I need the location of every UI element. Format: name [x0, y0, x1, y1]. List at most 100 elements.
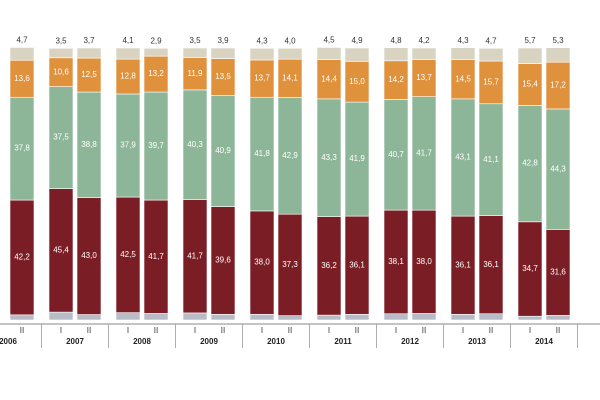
bar-segment [143, 91, 169, 201]
value-label: 45,4 [53, 245, 69, 254]
bar-segment [76, 197, 102, 315]
bar-segment [143, 47, 169, 57]
value-label: 42,2 [14, 253, 30, 262]
value-label: 4,5 [323, 36, 335, 45]
value-label: 13,2 [148, 69, 164, 78]
year-label: 2014 [535, 337, 553, 346]
bar-segment [383, 99, 409, 211]
bar-segment [411, 59, 437, 97]
bar-segment [249, 313, 275, 321]
x-tick-label: I [395, 326, 397, 335]
value-label: 43,0 [81, 251, 97, 260]
bar-segment [48, 47, 74, 59]
value-label: 41,7 [187, 251, 203, 260]
value-label: 41,7 [148, 252, 164, 261]
value-label: 38,0 [416, 257, 432, 266]
value-label: 15,4 [522, 80, 538, 89]
value-label: 4,7 [16, 36, 28, 45]
value-label: 42,5 [120, 250, 136, 259]
year-label: 2013 [468, 337, 486, 346]
bar-segment [517, 63, 543, 106]
value-label: 4,2 [418, 36, 430, 45]
bar-segment [143, 313, 169, 321]
bar-segment [76, 57, 102, 93]
x-tick-label: II [556, 326, 560, 335]
value-label: 4,7 [485, 36, 497, 45]
value-label: 17,2 [550, 81, 566, 90]
value-label: 15,0 [349, 77, 365, 86]
value-label: 13,5 [215, 72, 231, 81]
value-label: 10,6 [53, 67, 69, 76]
value-label: 44,3 [550, 164, 566, 173]
value-label: 41,1 [483, 155, 499, 164]
x-tick-label: II [489, 326, 493, 335]
value-label: 41,7 [416, 149, 432, 158]
bar-segment [182, 89, 208, 200]
bar-segment [182, 47, 208, 58]
value-label: 5,3 [552, 36, 564, 45]
bar-segment [115, 196, 141, 313]
bar-segment [210, 206, 236, 315]
bar-segment [517, 315, 543, 321]
value-label: 13,6 [14, 74, 30, 83]
x-tick-label: II [20, 326, 24, 335]
bar-segment [478, 313, 504, 321]
bar-segment [115, 58, 141, 95]
value-label: 3,5 [55, 36, 67, 45]
bar-segment [316, 314, 342, 321]
x-tick-label: I [328, 326, 330, 335]
bar-segment [182, 312, 208, 321]
bar-segment [450, 215, 476, 315]
value-label: 15,7 [483, 78, 499, 87]
bar-segment [115, 312, 141, 321]
value-label: 14,1 [282, 73, 298, 82]
bar-segment [450, 47, 476, 60]
bar-segment [210, 58, 236, 96]
value-label: 36,1 [483, 260, 499, 269]
value-label: 36,2 [321, 261, 337, 270]
value-label: 43,1 [455, 153, 471, 162]
value-label: 38,0 [254, 258, 270, 267]
value-label: 31,6 [550, 268, 566, 277]
bar-segment [316, 216, 342, 316]
bar-segment [182, 199, 208, 314]
value-label: 2,9 [150, 36, 162, 45]
bar-segment [48, 188, 74, 313]
bar-segment [478, 47, 504, 62]
bar-segment [316, 98, 342, 217]
bar-segment [478, 103, 504, 216]
x-tick-label: I [261, 326, 263, 335]
bar-segment [210, 313, 236, 321]
bar-segment [344, 47, 370, 62]
value-label: 14,4 [321, 74, 337, 83]
bar-segment [249, 210, 275, 315]
bar-segment [277, 58, 303, 98]
bar-segment [383, 209, 409, 315]
value-label: 3,9 [217, 36, 229, 45]
bar-segment [383, 47, 409, 62]
value-label: 36,1 [349, 260, 365, 269]
bar-segment [210, 95, 236, 207]
bar-segment [277, 315, 303, 321]
value-label: 37,9 [120, 141, 136, 150]
x-tick-label: I [60, 326, 62, 335]
x-tick-label: I [194, 326, 196, 335]
year-label: 2007 [66, 337, 84, 346]
value-label: 13,7 [254, 74, 270, 83]
value-label: 39,7 [148, 141, 164, 150]
value-label: 4,8 [390, 36, 402, 45]
bar-segment [115, 93, 141, 198]
value-label: 3,5 [189, 36, 201, 45]
x-tick-label: II [154, 326, 158, 335]
bar-segment [411, 313, 437, 321]
bar-segment [411, 47, 437, 60]
year-label: 2006 [0, 337, 17, 346]
bar-segment [249, 47, 275, 61]
x-tick-label: II [288, 326, 292, 335]
bar-segment [344, 313, 370, 321]
bar-segment [277, 97, 303, 215]
value-label: 3,7 [83, 36, 95, 45]
year-label: 2008 [133, 337, 151, 346]
bar-segment [9, 314, 35, 321]
